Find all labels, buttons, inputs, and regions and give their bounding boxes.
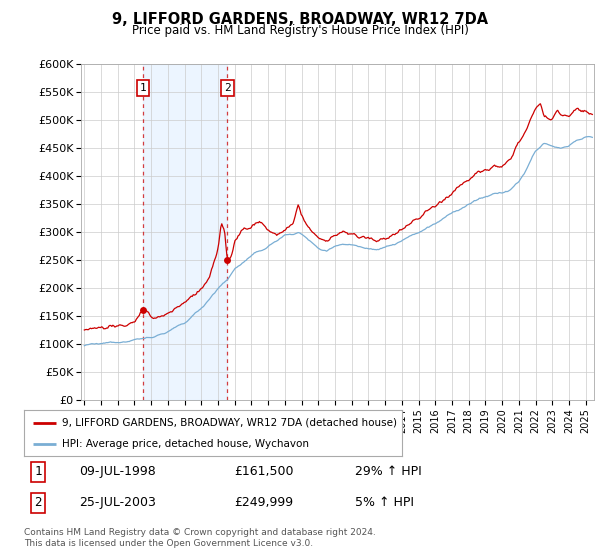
Text: 1: 1 — [34, 465, 41, 478]
Text: £161,500: £161,500 — [234, 465, 293, 478]
Text: 29% ↑ HPI: 29% ↑ HPI — [355, 465, 422, 478]
Text: Contains HM Land Registry data © Crown copyright and database right 2024.
This d: Contains HM Land Registry data © Crown c… — [24, 528, 376, 548]
Text: 1: 1 — [140, 83, 146, 93]
Text: 9, LIFFORD GARDENS, BROADWAY, WR12 7DA (detached house): 9, LIFFORD GARDENS, BROADWAY, WR12 7DA (… — [62, 418, 397, 428]
Text: 5% ↑ HPI: 5% ↑ HPI — [355, 496, 414, 510]
Text: 2: 2 — [224, 83, 231, 93]
Text: 2: 2 — [34, 496, 41, 510]
Text: 9, LIFFORD GARDENS, BROADWAY, WR12 7DA: 9, LIFFORD GARDENS, BROADWAY, WR12 7DA — [112, 12, 488, 27]
Text: £249,999: £249,999 — [234, 496, 293, 510]
Text: 25-JUL-2003: 25-JUL-2003 — [79, 496, 156, 510]
Text: 09-JUL-1998: 09-JUL-1998 — [79, 465, 156, 478]
Text: Price paid vs. HM Land Registry's House Price Index (HPI): Price paid vs. HM Land Registry's House … — [131, 24, 469, 36]
Text: HPI: Average price, detached house, Wychavon: HPI: Average price, detached house, Wych… — [62, 439, 309, 449]
